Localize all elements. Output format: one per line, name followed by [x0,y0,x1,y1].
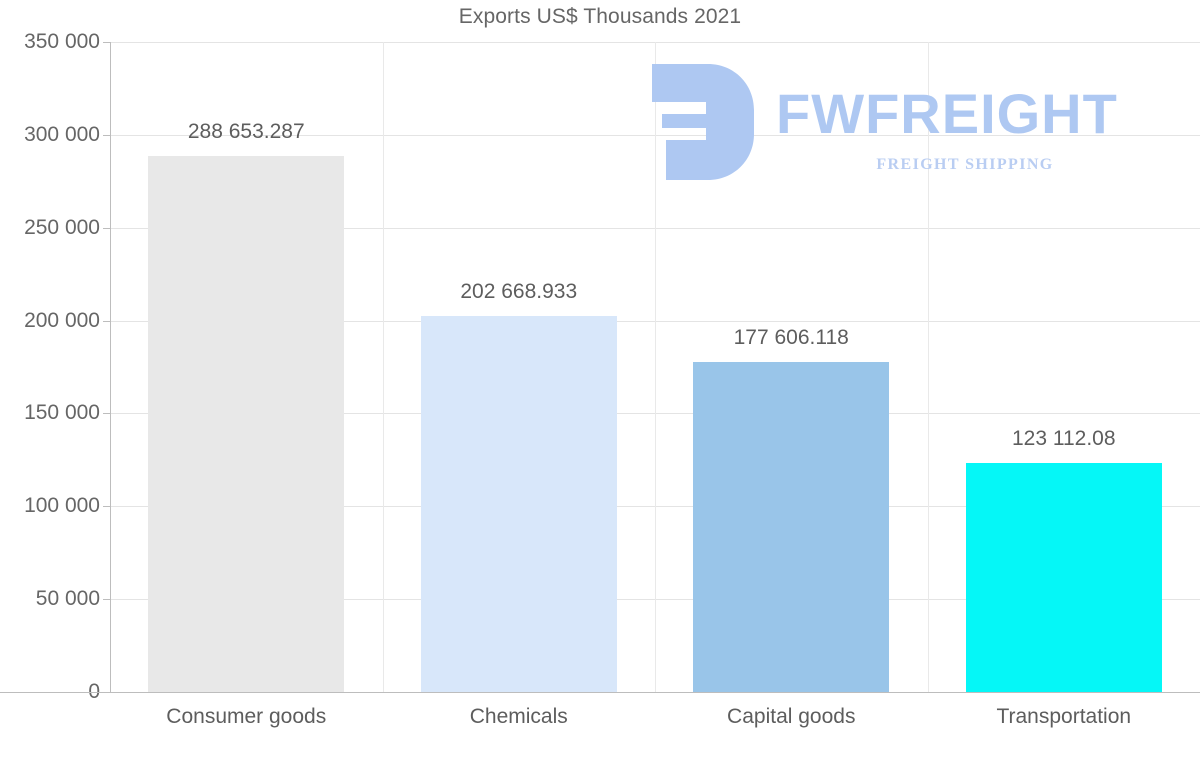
bar-value-label: 123 112.08 [1011,427,1116,451]
y-axis-tick-labels: 0 50 000 100 000 150 000 200 000 250 000 300 0… [0,30,100,703]
y-tick-mark [103,42,110,43]
plot-area: 288 653.287 202 668.933 177 606.118 123 112… [110,42,1200,693]
y-tick-mark [103,506,110,508]
y-tick-label: 300 000 [24,122,100,146]
bar[interactable] [148,155,345,692]
x-axis-category-label: Transportation [996,705,1132,728]
y-tick-mark [103,227,110,229]
y-tick-label: 150 000 [24,401,100,425]
y-tick-label: 350 000 [24,30,100,53]
x-gridline [928,42,929,692]
y-tick-label: 50 000 [35,587,100,611]
bar-value-label: 177 606.118 [733,326,849,350]
y-tick-label: 100 000 [24,494,100,518]
y-tick-mark [103,692,110,693]
x-axis-category-label: Chemicals [469,705,568,728]
y-tick-mark [103,599,110,601]
bar[interactable] [965,463,1162,692]
y-tick-label: 250 000 [24,215,100,239]
x-axis-category-label: Consumer goods [166,705,327,728]
x-axis-line [0,692,1200,693]
x-gridline [655,42,656,692]
bar-value-label: 288 653.287 [187,119,305,143]
y-tick-label: 200 000 [24,308,100,332]
bar-value-label: 202 668.933 [460,279,578,303]
chart-title: Exports US$ Thousands 2021 [458,5,742,28]
bar[interactable] [693,362,890,692]
y-tick-mark [103,413,110,415]
y-tick-mark [103,134,110,136]
x-axis-category-label: Capital goods [727,705,856,728]
y-tick-mark [103,320,110,322]
y-tick-label: 0 [4,680,100,704]
bar[interactable] [420,315,617,692]
y-axis-line [110,42,111,693]
x-gridline [383,42,384,692]
